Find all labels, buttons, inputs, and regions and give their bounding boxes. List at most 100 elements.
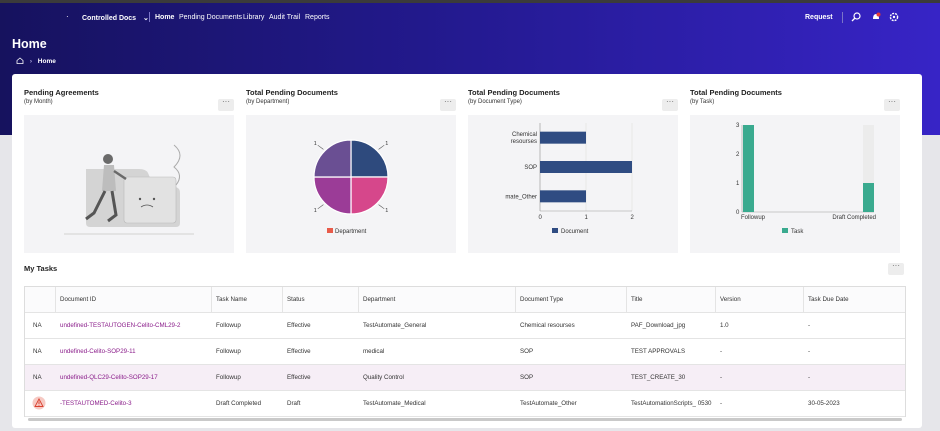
document-id-link[interactable]: undefined-TESTAUTOGEN-Celito-CML29-2: [60, 322, 181, 329]
status: Draft: [287, 400, 301, 407]
department: Quality Control: [363, 374, 404, 381]
document-id-link[interactable]: -TESTAUTOMED-Celito-3: [60, 400, 132, 407]
column-header[interactable]: Document Type: [520, 296, 564, 303]
task-name: Draft Completed: [216, 400, 262, 407]
card-title: Pending Agreements: [24, 88, 99, 97]
legend-label: Task: [791, 229, 804, 235]
column-divider: [211, 287, 212, 312]
bar[interactable]: [743, 125, 754, 212]
legend-swatch: [552, 228, 558, 233]
more-options-icon[interactable]: ···: [662, 98, 678, 111]
bar[interactable]: [863, 183, 874, 212]
department: medical: [363, 348, 385, 355]
task-due-date: 30-05-2023: [808, 400, 840, 407]
pie-slice[interactable]: [313, 139, 352, 178]
card-body: 0 1 2 3 Followup Draft Completed Task: [690, 115, 900, 253]
bar[interactable]: [540, 131, 586, 144]
table-row[interactable]: -TESTAUTOMED-Celito-3 Draft Completed Draf…: [25, 391, 905, 417]
version: 1.0: [720, 322, 729, 329]
more-options-icon[interactable]: ···: [218, 98, 234, 111]
y-tick-label: Chemical: [512, 132, 537, 138]
version: -: [720, 374, 723, 381]
nav-link-audit-trail[interactable]: Audit Trail: [269, 14, 301, 21]
column-divider: [282, 287, 283, 312]
column-header[interactable]: Task Name: [216, 296, 247, 303]
y-tick-label: resourses: [511, 139, 537, 145]
doc-title: TEST_CREATE_30: [631, 374, 686, 381]
table-row[interactable]: NA undefined-Celito-SOP29-11 Followup Effec…: [25, 339, 905, 365]
column-header[interactable]: Document ID: [60, 296, 97, 303]
horizontal-scrollbar[interactable]: [28, 418, 902, 421]
y-tick-label: 0: [736, 210, 740, 216]
more-options-icon[interactable]: ···: [888, 262, 904, 275]
status: Effective: [287, 374, 311, 381]
more-options-icon[interactable]: ···: [884, 98, 900, 111]
bar[interactable]: [540, 190, 586, 203]
pie-label-leader: [378, 144, 385, 150]
nav-link-home[interactable]: Home: [155, 14, 175, 21]
status-badge: NA: [33, 322, 42, 329]
pie-label-leader: [378, 204, 385, 210]
task-name: Followup: [216, 322, 241, 329]
card-subtitle: (by Document Type): [468, 99, 522, 105]
card-by-task: Total Pending Documents (by Task) ··· 0 1…: [690, 84, 900, 254]
gear-icon[interactable]: [889, 12, 899, 24]
status: Effective: [287, 348, 311, 355]
nav-link-reports[interactable]: Reports: [305, 14, 330, 21]
dashboard-panel: Pending Agreements (by Month) ··· Total …: [12, 74, 922, 428]
status-badge: NA: [33, 348, 42, 355]
tasks-table: Document ID Task Name Status Department Docu…: [24, 286, 906, 417]
column-header[interactable]: Status: [287, 296, 305, 303]
doc-title: PAF_Download_jpg: [631, 322, 686, 329]
table-row[interactable]: NA undefined-TESTAUTOGEN-Celito-CML29-2 Fo…: [25, 313, 905, 339]
column-divider: [715, 287, 716, 312]
task-name: Followup: [216, 374, 241, 381]
department-pie-chart: 1 1 1 1 Department: [313, 139, 389, 235]
column-header[interactable]: Task Due Date: [808, 296, 849, 303]
card-by-document-type: Total Pending Documents (by Document Typ…: [468, 84, 678, 254]
home-icon[interactable]: [16, 57, 24, 66]
bell-icon[interactable]: [871, 12, 881, 24]
search-icon[interactable]: [851, 12, 861, 24]
y-tick-label: mate_Other: [505, 194, 537, 200]
bar[interactable]: [540, 161, 632, 173]
pie-slice[interactable]: [350, 176, 389, 215]
app-switcher[interactable]: Controlled Docs ⌄: [82, 14, 149, 22]
table-header-row: Document ID Task Name Status Department Docu…: [25, 287, 905, 313]
table-row[interactable]: NA undefined-QLC29-Celito-SOP29-17 Followu…: [25, 365, 905, 391]
column-header[interactable]: Title: [631, 296, 643, 303]
card-body: [24, 115, 234, 253]
pie-slice-label: 1: [385, 141, 388, 147]
document-type: SOP: [520, 374, 534, 381]
card-subtitle: (by Task): [690, 99, 715, 105]
task-name: Followup: [216, 348, 241, 355]
document-id-link[interactable]: undefined-Celito-SOP29-11: [60, 348, 136, 355]
nav-link-library[interactable]: Library: [243, 14, 265, 21]
legend-swatch: [327, 228, 333, 233]
nav-link-pending-documents[interactable]: Pending Documents: [179, 14, 243, 21]
document-type: Chemical resourses: [520, 322, 575, 329]
pie-slice[interactable]: [313, 176, 352, 215]
app-name: Controlled Docs: [82, 15, 137, 22]
more-options-icon[interactable]: ···: [440, 98, 456, 111]
pie-label-leader: [317, 204, 324, 210]
column-header[interactable]: Version: [720, 296, 741, 303]
column-header[interactable]: Department: [363, 296, 396, 303]
card-title: Total Pending Documents: [468, 88, 560, 97]
document-id-link[interactable]: undefined-QLC29-Celito-SOP29-17: [60, 374, 158, 381]
version: -: [720, 400, 723, 407]
pie-slice[interactable]: [350, 139, 389, 178]
breadcrumb-current: Home: [37, 58, 56, 66]
top-nav: · Controlled Docs ⌄ Home Pending Documen…: [0, 12, 940, 26]
window-top-bar: [0, 0, 940, 3]
page-title: Home: [12, 37, 47, 51]
pie-slice-label: 1: [385, 208, 388, 214]
x-tick-label: Followup: [741, 215, 766, 221]
request-button[interactable]: Request: [805, 14, 833, 21]
column-divider: [55, 287, 56, 312]
legend-swatch: [782, 228, 788, 233]
column-divider: [515, 287, 516, 312]
task-due-date: -: [808, 374, 811, 381]
nav-separator: ·: [66, 12, 69, 21]
warning-icon: [27, 391, 46, 416]
